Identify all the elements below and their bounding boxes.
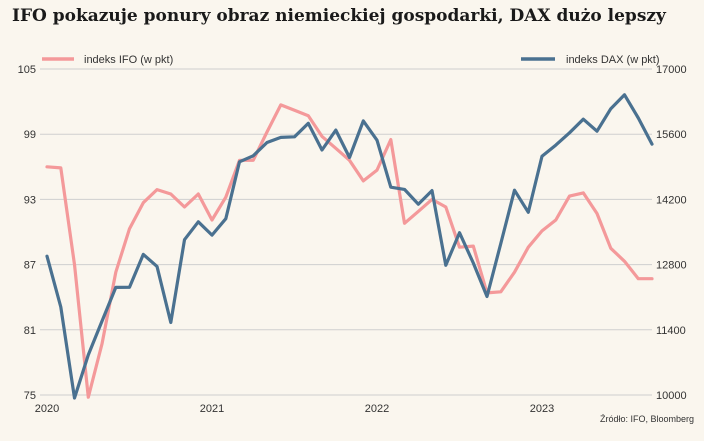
- source-note: Źródło: IFO, Bloomberg: [600, 414, 694, 424]
- chart-title: IFO pokazuje ponury obraz niemieckiej go…: [12, 6, 666, 26]
- x-axis-ticks: 2020 2021 2022 2023: [35, 403, 554, 415]
- left-tick-label: 87: [24, 260, 36, 272]
- right-tick-label: 15600: [656, 129, 687, 141]
- legend-label-ifo: indeks IFO (w pkt): [84, 54, 173, 66]
- right-axis-ticks: 10000 11400 12800 14200 15600 17000: [656, 64, 687, 402]
- dax-line: [45, 93, 654, 400]
- left-tick-label: 105: [18, 64, 36, 76]
- x-tick-label: 2021: [200, 403, 224, 415]
- right-tick-label: 12800: [656, 260, 687, 272]
- right-tick-label: 10000: [656, 390, 687, 402]
- left-tick-label: 99: [24, 129, 36, 141]
- x-tick-label: 2022: [365, 403, 389, 415]
- left-tick-label: 75: [24, 390, 36, 402]
- right-tick-label: 14200: [656, 194, 687, 206]
- legend-label-dax: indeks DAX (w pkt): [566, 54, 660, 66]
- grid-lines: [40, 68, 652, 396]
- legend: indeks IFO (w pkt) indeks DAX (w pkt): [42, 54, 660, 66]
- right-tick-label: 11400: [656, 325, 686, 337]
- right-tick-label: 17000: [656, 64, 687, 76]
- ifo-line: [45, 103, 654, 399]
- left-tick-label: 93: [24, 194, 36, 206]
- series-lines: [45, 93, 654, 400]
- left-axis-ticks: 75 81 87 93 99 105: [18, 64, 36, 402]
- x-tick-label: 2023: [530, 403, 554, 415]
- left-tick-label: 81: [24, 325, 36, 337]
- x-tick-label: 2020: [35, 403, 59, 415]
